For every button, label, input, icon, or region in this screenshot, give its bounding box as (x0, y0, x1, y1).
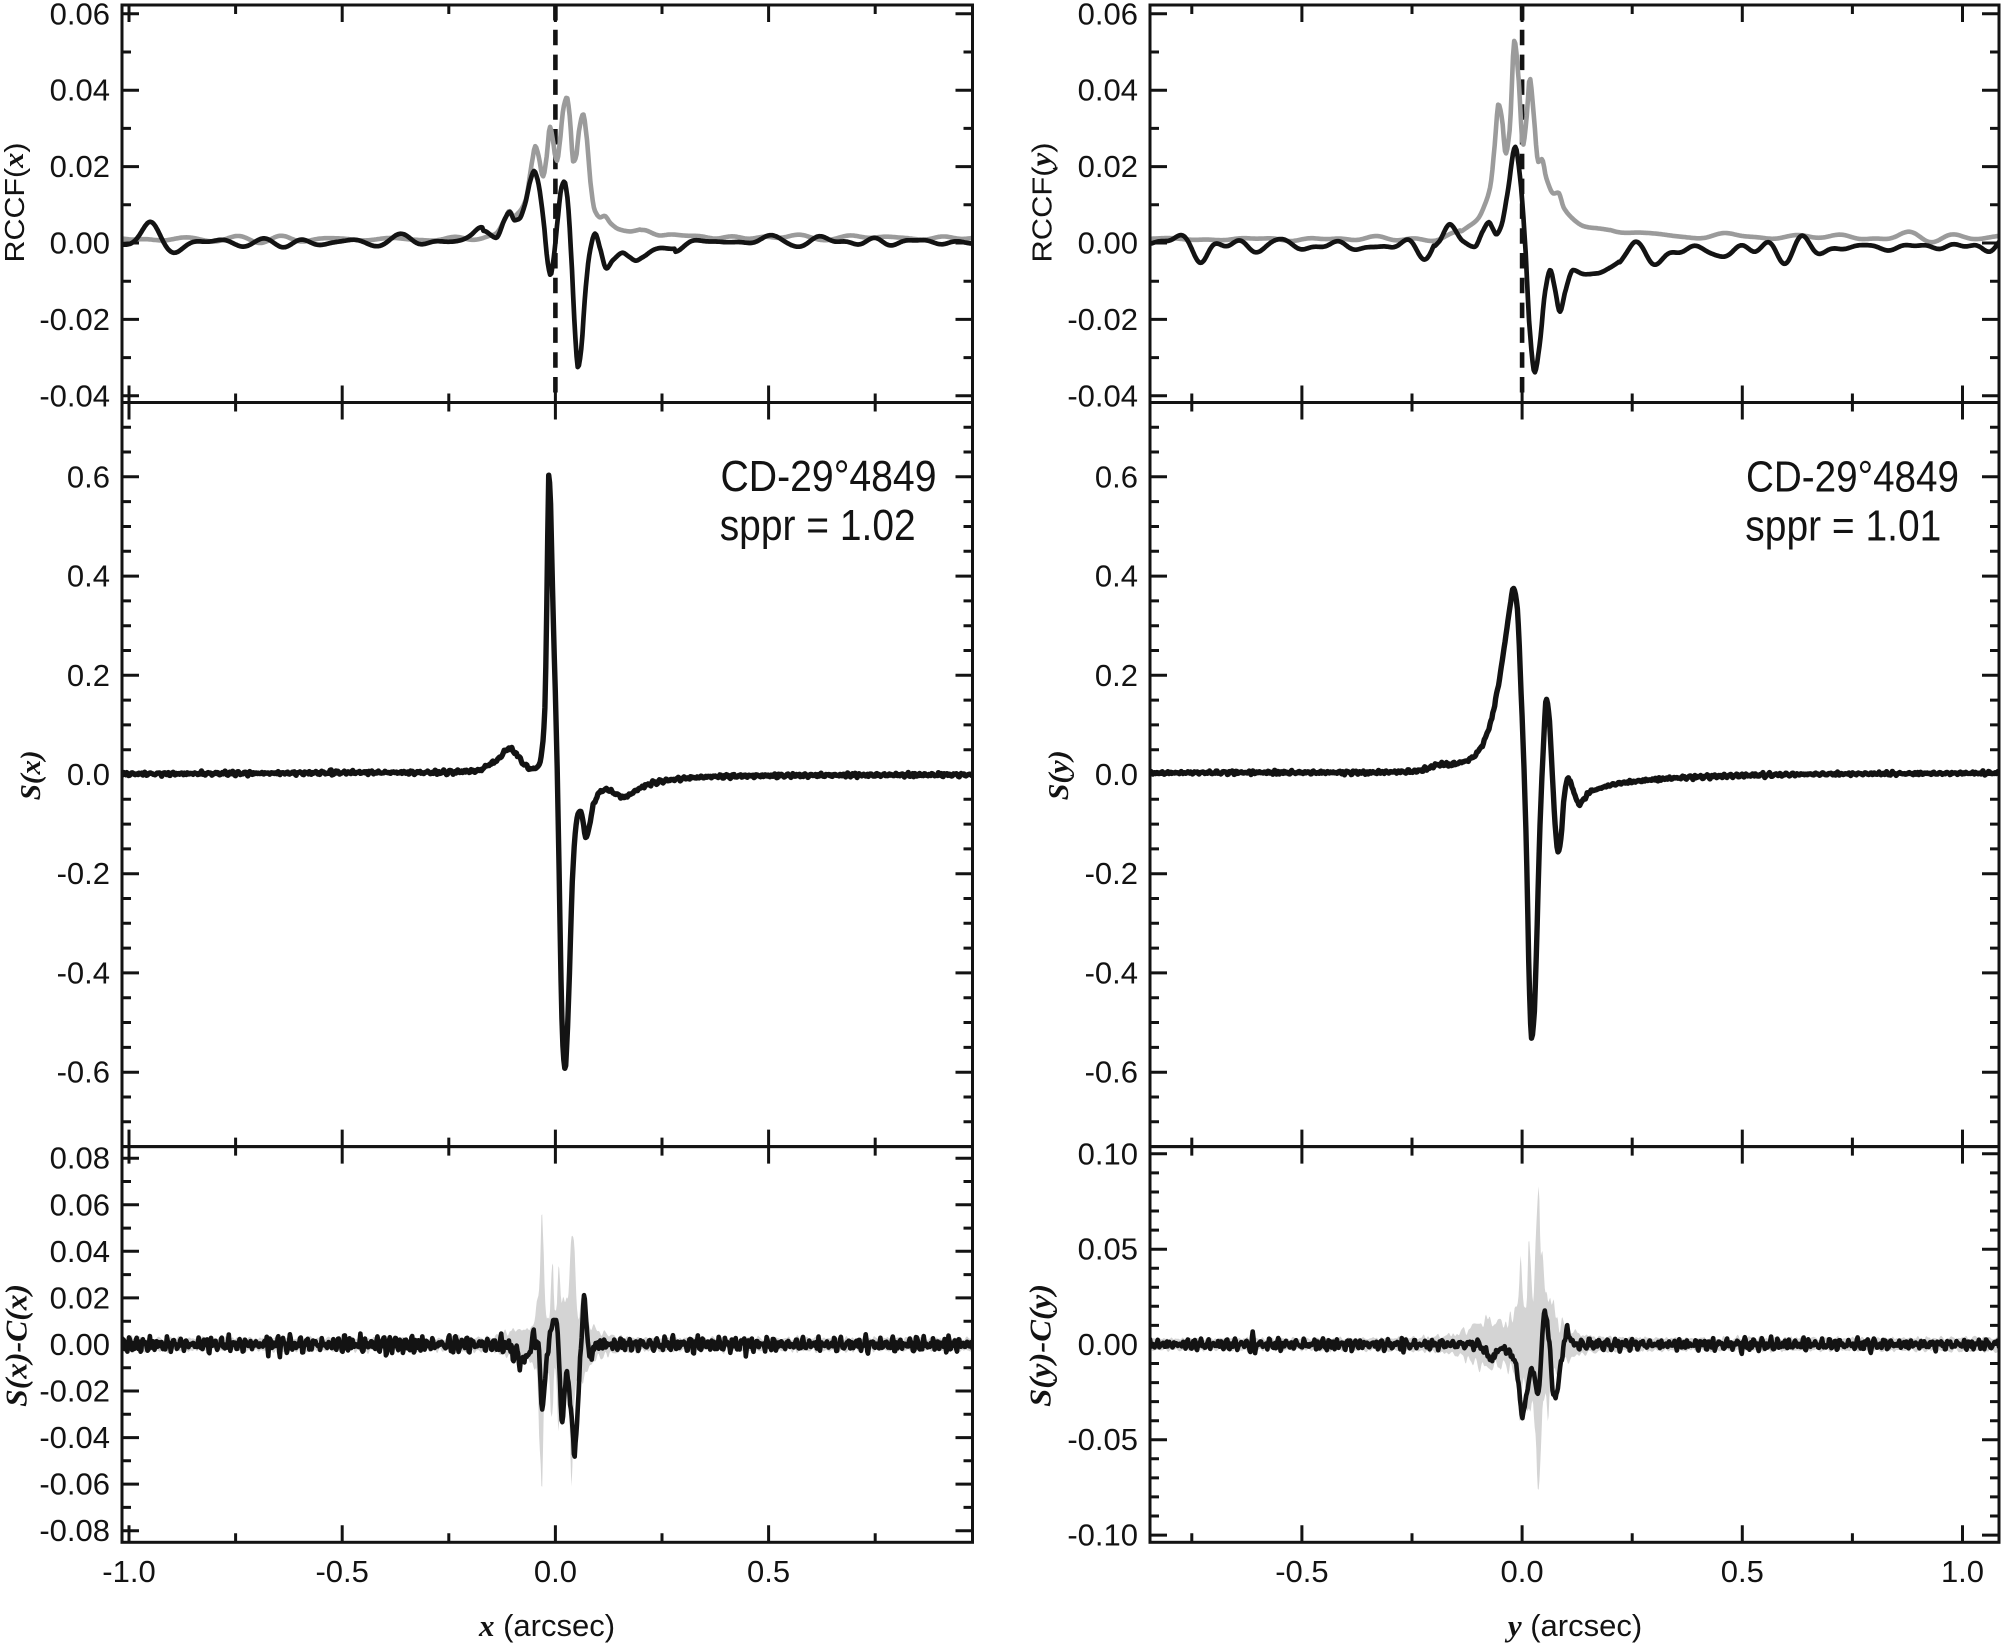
svg-text:-0.05: -0.05 (1067, 1422, 1138, 1457)
svg-text:-0.6: -0.6 (57, 1055, 110, 1090)
svg-text:0.0: 0.0 (67, 757, 110, 792)
svg-text:S(x)-C(x): S(x)-C(x) (0, 1284, 33, 1407)
svg-text:-0.04: -0.04 (1067, 378, 1138, 413)
svg-text:-0.02: -0.02 (39, 1374, 110, 1409)
svg-text:0.00: 0.00 (1078, 1327, 1138, 1362)
svg-text:0.0: 0.0 (534, 1554, 577, 1589)
svg-text:0.06: 0.06 (50, 0, 110, 31)
svg-text:CD-29°4849: CD-29°4849 (721, 452, 937, 501)
svg-text:-1.0: -1.0 (102, 1554, 155, 1589)
svg-text:0.5: 0.5 (747, 1554, 790, 1589)
svg-text:0.02: 0.02 (50, 149, 110, 184)
svg-text:0.00: 0.00 (50, 1327, 110, 1362)
svg-text:S(y)-C(y): S(y)-C(y) (1022, 1284, 1057, 1407)
svg-text:0.4: 0.4 (1095, 559, 1138, 594)
svg-text:-0.02: -0.02 (1067, 302, 1138, 337)
svg-text:0.10: 0.10 (1078, 1136, 1138, 1171)
svg-text:-0.2: -0.2 (57, 856, 110, 891)
svg-text:-0.4: -0.4 (57, 955, 110, 990)
svg-text:0.5: 0.5 (1721, 1554, 1764, 1589)
svg-text:x (arcsec): x (arcsec) (478, 1608, 615, 1643)
svg-text:0.6: 0.6 (1095, 459, 1138, 494)
svg-text:-0.2: -0.2 (1085, 856, 1138, 891)
svg-text:1.0: 1.0 (1941, 1554, 1984, 1589)
svg-text:-0.04: -0.04 (39, 1420, 110, 1455)
svg-text:0.0: 0.0 (1501, 1554, 1544, 1589)
svg-text:-0.10: -0.10 (1067, 1518, 1138, 1553)
svg-text:0.02: 0.02 (50, 1280, 110, 1315)
svg-text:-0.08: -0.08 (39, 1513, 110, 1548)
svg-text:-0.4: -0.4 (1085, 955, 1138, 990)
svg-text:-0.02: -0.02 (39, 302, 110, 337)
svg-text:S(y): S(y) (1043, 750, 1075, 800)
svg-text:S(x): S(x) (15, 750, 47, 800)
svg-text:0.06: 0.06 (50, 1187, 110, 1222)
svg-text:0.04: 0.04 (50, 1234, 110, 1269)
svg-text:-0.5: -0.5 (315, 1554, 368, 1589)
svg-text:sppr = 1.01: sppr = 1.01 (1745, 502, 1941, 551)
svg-text:0.08: 0.08 (50, 1141, 110, 1176)
svg-text:0.06: 0.06 (1078, 0, 1138, 31)
svg-text:-0.5: -0.5 (1275, 1554, 1328, 1589)
svg-text:0.2: 0.2 (67, 658, 110, 693)
svg-text:y (arcsec): y (arcsec) (1504, 1608, 1642, 1643)
svg-text:0.2: 0.2 (1095, 658, 1138, 693)
svg-text:0.02: 0.02 (1078, 149, 1138, 184)
svg-text:-0.04: -0.04 (39, 378, 110, 413)
svg-text:0.6: 0.6 (67, 459, 110, 494)
svg-text:0.4: 0.4 (67, 559, 110, 594)
svg-text:RCCF(y): RCCF(y) (1026, 143, 1057, 263)
svg-text:0.00: 0.00 (1078, 226, 1138, 261)
svg-text:0.04: 0.04 (50, 73, 110, 108)
svg-text:0.05: 0.05 (1078, 1232, 1138, 1267)
svg-text:-0.06: -0.06 (39, 1467, 110, 1502)
svg-text:sppr = 1.02: sppr = 1.02 (720, 501, 916, 550)
svg-text:RCCF(x): RCCF(x) (0, 143, 29, 263)
svg-text:CD-29°4849: CD-29°4849 (1746, 453, 1959, 502)
svg-text:-0.6: -0.6 (1085, 1055, 1138, 1090)
svg-text:0.0: 0.0 (1095, 757, 1138, 792)
svg-text:0.00: 0.00 (50, 226, 110, 261)
svg-text:0.04: 0.04 (1078, 73, 1138, 108)
